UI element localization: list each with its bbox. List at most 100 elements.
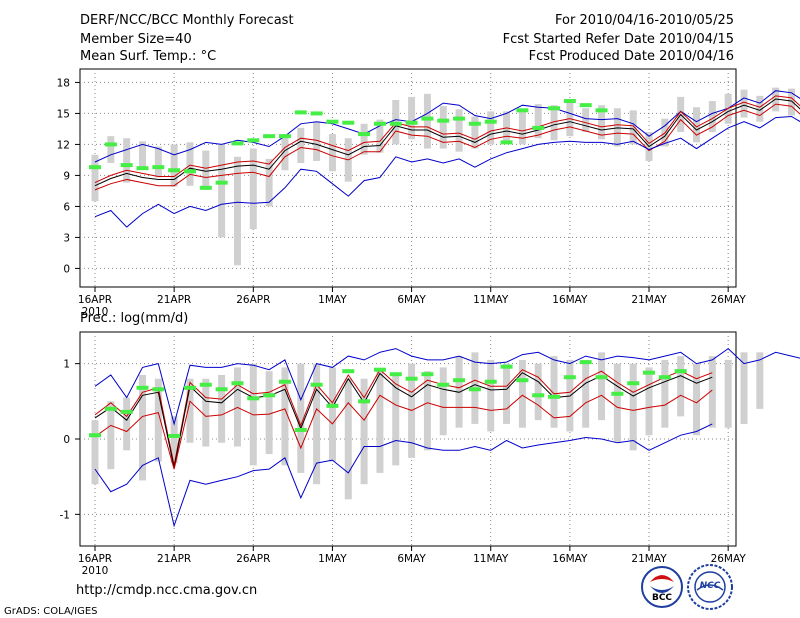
observation-marker <box>595 108 608 113</box>
observation-marker <box>421 116 434 121</box>
precipitation-variable-label: Prec.: log(mm/d) <box>80 311 188 326</box>
ensemble-range-bar <box>138 141 146 168</box>
observation-marker <box>89 433 101 438</box>
ensemble-range-bar <box>566 98 574 137</box>
observation-marker <box>532 393 545 398</box>
observation-marker <box>326 403 339 408</box>
ensemble-range-bar <box>170 144 178 187</box>
temperature-variable-label: Mean Surf. Temp.: °C <box>80 49 216 64</box>
observation-marker <box>468 121 481 126</box>
ensemble-range-bar <box>281 134 289 171</box>
observation-marker <box>342 369 355 374</box>
observation-marker <box>104 142 117 147</box>
observation-marker <box>548 394 561 399</box>
precipitation-panel: 16APR 21APR 26APR 1MAY 6MAY 11MAY 16MAY 21MAY 26… <box>60 331 800 577</box>
observation-marker <box>500 140 513 145</box>
bcc-logo-text: BCC <box>652 593 672 603</box>
observation-marker <box>120 163 133 168</box>
ensemble-range-bar <box>787 88 795 116</box>
y-tick-label: 9 <box>63 170 70 182</box>
observation-marker <box>183 385 196 390</box>
x-tick-label: 26APR <box>236 553 270 565</box>
ensemble-range-bar <box>154 378 162 462</box>
figure-title: DERF/NCC/BCC Monthly Forecast <box>80 13 294 28</box>
ensemble-range-bar <box>582 108 590 133</box>
series-line-mean <box>94 372 713 468</box>
observation-marker <box>532 125 545 130</box>
refer-date-label: Fcst Started Refer Date 2010/04/15 <box>503 32 734 47</box>
observation-marker <box>183 169 196 174</box>
ensemble-range-bar <box>756 95 764 122</box>
ensemble-range-bar <box>186 378 194 443</box>
grads-credit: GrADS: COLA/IGES <box>4 606 98 617</box>
observation-marker <box>500 364 513 369</box>
observation-marker <box>358 132 371 137</box>
observation-marker <box>437 118 450 123</box>
y-tick-label: 1 <box>63 359 70 371</box>
observation-marker <box>674 369 687 374</box>
observation-marker <box>152 165 165 170</box>
observation-marker <box>484 119 497 124</box>
x-tick-year-label: 2010 <box>82 565 109 577</box>
x-tick-label: 26APR <box>236 294 270 306</box>
ensemble-range-bar <box>249 148 257 230</box>
ensemble-range-bar <box>265 371 273 455</box>
x-tick-label: 21APR <box>157 553 191 565</box>
ensemble-range-bar <box>550 105 558 141</box>
observation-marker <box>263 134 276 139</box>
observation-marker <box>405 120 418 125</box>
observation-marker <box>168 433 181 438</box>
ncc-logo-text: NCC <box>700 581 721 591</box>
observation-marker <box>373 367 386 372</box>
ensemble-range-bar <box>487 111 495 145</box>
ensemble-range-bar <box>471 116 479 149</box>
series-line-max <box>94 90 800 163</box>
ensemble-range-bar <box>328 134 336 172</box>
series-line-lower <box>94 103 800 191</box>
ensemble-range-bar <box>740 89 748 118</box>
ensemble-range-bar <box>439 106 447 149</box>
x-tick-label: 6MAY <box>397 294 426 306</box>
ensemble-range-bar <box>376 119 384 153</box>
observation-marker <box>136 166 149 171</box>
ensemble-range-bar <box>629 363 637 451</box>
observation-marker <box>247 396 260 401</box>
ensemble-range-bar <box>708 101 716 133</box>
y-tick-label: 0 <box>63 434 70 446</box>
ensemble-range-bar <box>170 416 178 464</box>
x-tick-label: 16MAY <box>552 553 588 565</box>
observation-marker <box>104 406 117 411</box>
observation-marker <box>563 99 576 104</box>
temperature-panel: 16APR 21APR 26APR 1MAY 6MAY 11MAY 16MAY 21MAY 26… <box>57 68 800 318</box>
bcc-logo: BCC <box>641 566 683 608</box>
y-tick-label: 15 <box>57 108 70 120</box>
x-tick-label: 6MAY <box>397 553 426 565</box>
observation-marker <box>389 121 402 126</box>
x-tick-label: 21MAY <box>631 553 667 565</box>
source-url[interactable]: http://cmdp.ncc.cma.gov.cn <box>76 583 257 598</box>
observation-marker <box>89 165 101 170</box>
ensemble-range-bar <box>265 158 273 207</box>
observation-marker <box>278 134 291 139</box>
ensemble-range-bar <box>693 107 701 143</box>
ensemble-range-bar <box>360 123 368 155</box>
ensemble-range-bar <box>91 154 99 202</box>
ensemble-range-bar <box>233 156 241 266</box>
ensemble-range-bar <box>297 127 305 164</box>
observation-marker <box>595 375 608 380</box>
y-tick-label: 12 <box>57 139 70 151</box>
observation-marker <box>231 381 244 386</box>
ensemble-range-bar <box>376 371 384 473</box>
ensemble-range-bar <box>392 374 400 466</box>
ensemble-range-bar <box>455 109 463 152</box>
observation-marker <box>310 111 323 116</box>
observation-marker <box>136 385 149 390</box>
forecast-period-label: For 2010/04/16-2010/05/25 <box>555 13 734 28</box>
observation-marker <box>199 382 212 387</box>
observation-marker <box>120 409 133 414</box>
ensemble-range-bar <box>423 371 431 451</box>
ensemble-range-bar <box>534 104 542 139</box>
observation-marker <box>294 427 307 432</box>
member-size-label: Member Size=40 <box>80 32 192 47</box>
ensemble-range-bar <box>218 144 226 238</box>
